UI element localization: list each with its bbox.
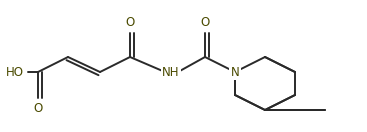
Text: O: O [126,15,135,29]
Text: HO: HO [6,65,24,79]
Text: O: O [33,102,43,114]
Text: NH: NH [162,65,180,79]
Text: O: O [200,15,210,29]
Text: N: N [230,65,239,79]
